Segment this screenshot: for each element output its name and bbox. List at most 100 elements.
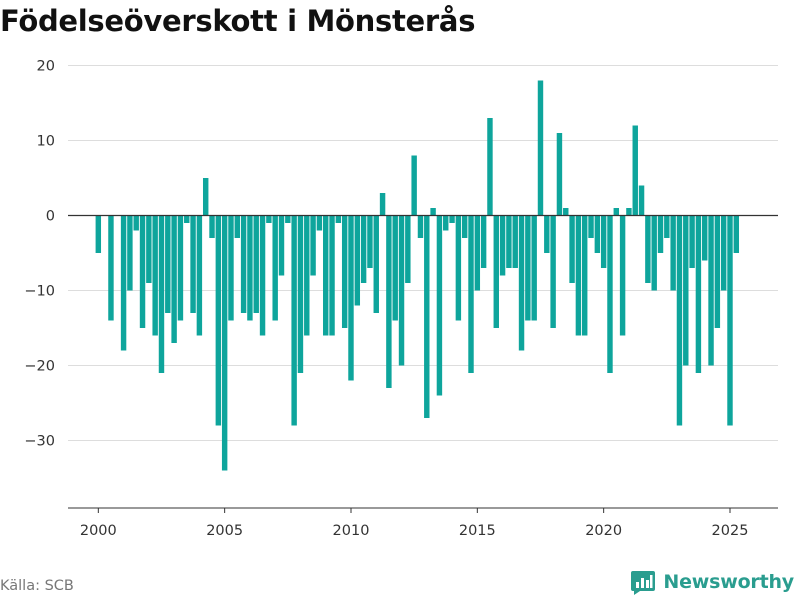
bar[interactable] [177,215,184,321]
bar[interactable] [247,215,253,321]
bar[interactable] [493,215,499,329]
bar[interactable] [563,208,569,216]
bar[interactable] [202,178,209,216]
bar[interactable] [531,215,537,321]
bar[interactable] [702,215,708,261]
bar[interactable] [152,215,158,336]
bar[interactable] [398,215,405,366]
bar[interactable] [708,215,714,366]
bar[interactable] [689,215,695,269]
bar[interactable] [266,215,272,224]
bar[interactable] [651,215,657,291]
bar[interactable] [386,215,392,389]
bar[interactable] [139,215,146,329]
bar[interactable] [626,208,632,216]
bar[interactable] [165,215,171,314]
bar[interactable] [556,133,563,216]
bar[interactable] [600,215,607,269]
bar[interactable] [215,215,222,426]
bar[interactable] [544,215,550,254]
bar[interactable] [461,215,468,239]
bar[interactable] [676,215,683,426]
bar[interactable] [323,215,329,336]
bar[interactable] [550,215,556,329]
bar[interactable] [297,215,304,374]
bar[interactable] [720,215,727,291]
bar[interactable] [670,215,676,291]
bar[interactable] [518,215,525,351]
bar[interactable] [310,215,316,276]
bar[interactable] [373,215,379,314]
bar[interactable] [133,215,139,231]
bar[interactable] [619,215,626,336]
bar[interactable] [499,215,506,276]
bar[interactable] [240,215,247,314]
bar[interactable] [607,215,613,374]
bar[interactable] [632,125,638,216]
bar[interactable] [95,215,102,254]
bar[interactable] [569,215,575,284]
bar[interactable] [525,215,531,321]
bar[interactable] [335,215,342,224]
bar[interactable] [221,215,228,471]
bar[interactable] [278,215,285,276]
bar[interactable] [158,215,165,374]
bar[interactable] [449,215,455,224]
bar[interactable] [171,215,177,344]
bar[interactable] [487,118,493,216]
bar[interactable] [512,215,518,269]
bar[interactable] [379,193,386,216]
bar[interactable] [506,215,512,269]
bar[interactable] [474,215,481,291]
bar[interactable] [645,215,651,284]
bar[interactable] [436,215,443,396]
bar[interactable] [411,155,417,216]
bar[interactable] [228,215,234,321]
bar[interactable] [657,215,664,254]
bar[interactable] [727,215,733,426]
bar[interactable] [146,215,152,284]
bar[interactable] [575,215,582,336]
bar[interactable] [291,215,297,426]
bar[interactable] [272,215,278,321]
bar[interactable] [613,208,620,216]
brand-logo-block[interactable]: Newsworthy [630,569,794,595]
bar[interactable] [733,215,740,254]
bar[interactable] [683,215,689,366]
bar[interactable] [468,215,474,374]
bar[interactable] [664,215,670,239]
bar[interactable] [392,215,398,321]
bar[interactable] [184,215,190,224]
bar[interactable] [638,185,645,216]
bar[interactable] [196,215,203,336]
bar[interactable] [329,215,335,336]
bar[interactable] [348,215,354,381]
bar[interactable] [354,215,361,306]
bar[interactable] [581,215,588,336]
bar[interactable] [360,215,367,284]
bar[interactable] [341,215,348,329]
bar[interactable] [537,80,544,216]
bar[interactable] [120,215,127,351]
bar[interactable] [285,215,291,224]
bar[interactable] [190,215,196,314]
bar[interactable] [480,215,487,269]
bar[interactable] [316,215,323,231]
bar[interactable] [367,215,373,269]
bar[interactable] [714,215,721,329]
bar[interactable] [594,215,601,254]
bar[interactable] [443,215,449,231]
bar[interactable] [588,215,594,239]
bar[interactable] [695,215,702,374]
bar[interactable] [455,215,462,321]
bar[interactable] [234,215,240,239]
bar[interactable] [304,215,310,336]
bar[interactable] [405,215,411,284]
bar[interactable] [127,215,133,291]
bar[interactable] [108,215,114,321]
bar[interactable] [424,215,430,419]
bar[interactable] [430,208,436,216]
bar[interactable] [209,215,215,239]
bar[interactable] [259,215,266,336]
bar[interactable] [253,215,259,314]
